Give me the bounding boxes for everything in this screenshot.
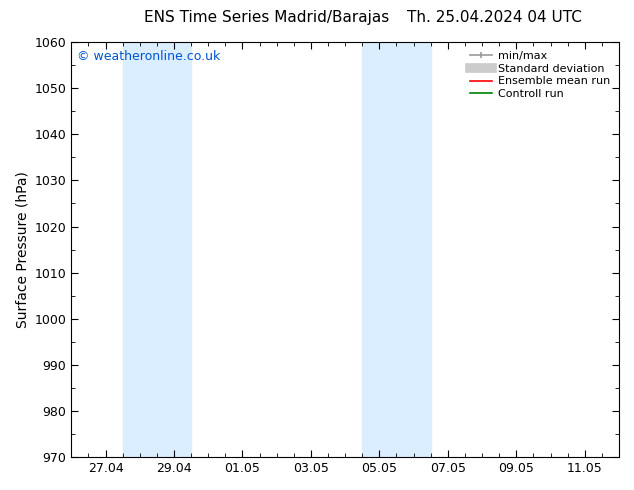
Bar bbox=[122, 42, 191, 457]
Y-axis label: Surface Pressure (hPa): Surface Pressure (hPa) bbox=[15, 171, 29, 328]
Text: © weatheronline.co.uk: © weatheronline.co.uk bbox=[77, 50, 220, 63]
Text: ENS Time Series Madrid/Barajas: ENS Time Series Madrid/Barajas bbox=[144, 10, 389, 25]
Bar bbox=[362, 42, 430, 457]
Legend: min/max, Standard deviation, Ensemble mean run, Controll run: min/max, Standard deviation, Ensemble me… bbox=[467, 48, 614, 102]
Text: Th. 25.04.2024 04 UTC: Th. 25.04.2024 04 UTC bbox=[407, 10, 582, 25]
